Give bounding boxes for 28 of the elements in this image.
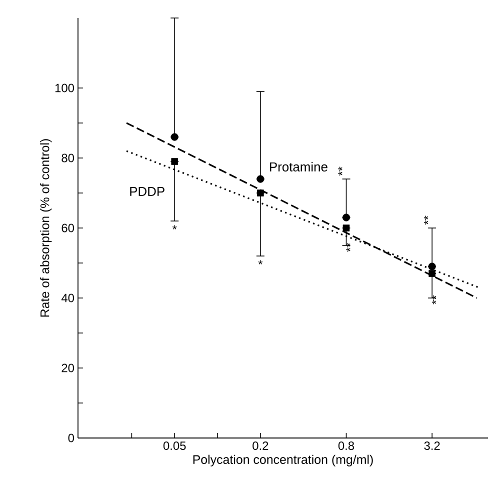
- x-axis-title: Polycation concentration (mg/ml): [193, 454, 373, 466]
- point: [257, 190, 264, 196]
- x-tick-label: 0.8: [338, 442, 354, 450]
- y-tick-label: 20: [62, 364, 74, 372]
- annotation: *: [172, 225, 177, 230]
- point: [171, 158, 178, 165]
- point: [342, 214, 350, 222]
- point: [342, 224, 350, 232]
- y-tick-label: 60: [62, 224, 74, 232]
- annotation: **: [346, 242, 350, 252]
- annotation: **: [338, 166, 342, 176]
- annotation: **: [424, 216, 428, 225]
- point: [256, 175, 264, 183]
- point: [170, 133, 178, 141]
- x-tick-label: 0.05: [163, 442, 186, 450]
- x-tick-label: 0.2: [252, 442, 268, 450]
- series-label: PDDP: [130, 187, 164, 196]
- annotation: **: [432, 295, 436, 304]
- y-tick-label: 0: [68, 434, 74, 442]
- y-tick-label: 40: [61, 294, 74, 302]
- y-tick-label: 80: [62, 154, 74, 162]
- y-tick-label: 100: [55, 84, 74, 92]
- point: [428, 270, 436, 277]
- annotation: *: [258, 260, 263, 264]
- point: [428, 262, 436, 270]
- x-tick-label: 3.2: [424, 442, 440, 450]
- series-label: Protamine: [270, 162, 328, 172]
- y-axis-title: Rate of absorption (% of control): [40, 139, 52, 317]
